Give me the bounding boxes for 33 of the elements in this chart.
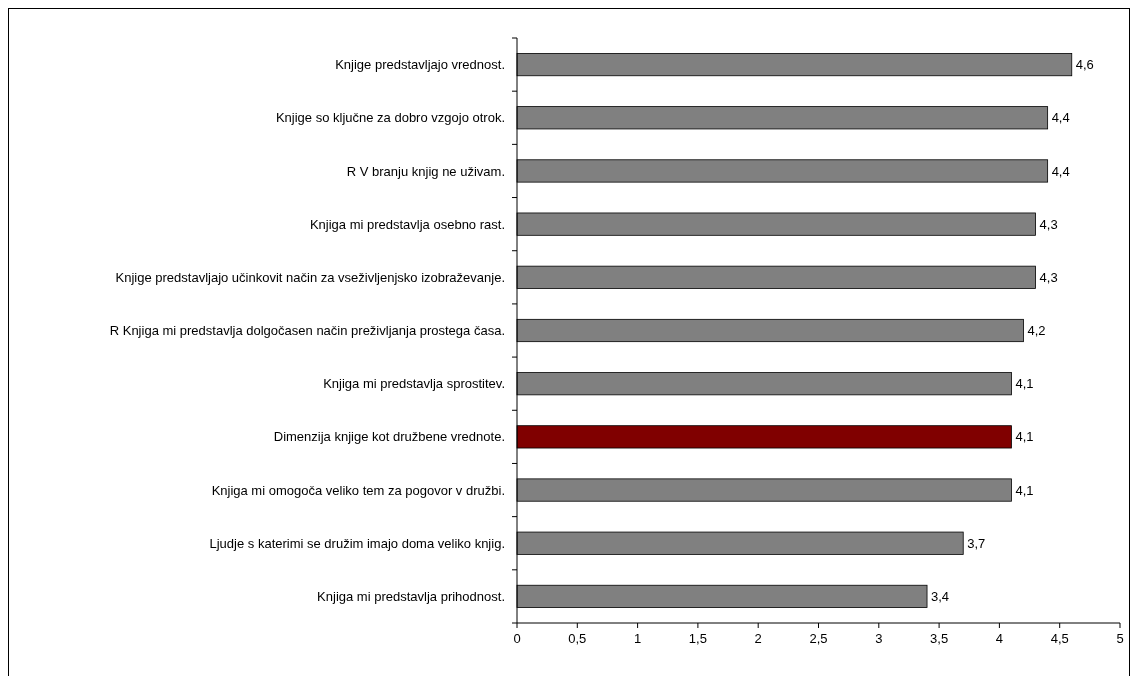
data-label: 4,3 [1039, 216, 1058, 232]
x-tick-label: 3,5 [930, 631, 949, 646]
x-tick-label: 2,5 [809, 631, 828, 646]
y-tick-label: Knjige so ključne za dobro vzgojo otrok. [275, 110, 505, 126]
y-tick-label: Knjiga mi predstavlja prihodnost. [317, 588, 505, 604]
x-tick-label: 3 [875, 631, 883, 646]
data-label: 4,1 [1015, 429, 1034, 445]
y-tick-label: Knjige predstavljajo učinkovit način za vseživljenjsko izobraževanje. [115, 269, 505, 285]
x-tick-label: 2 [754, 631, 762, 646]
y-tick-label: Dimenzija knjige kot družbene vrednote. [273, 429, 505, 445]
data-label: 4,4 [1051, 110, 1070, 126]
y-tick-label: Knjige predstavljajo vrednost. [335, 57, 505, 73]
x-tick-label: 0,5 [568, 631, 587, 646]
y-tick-label: Knjiga mi predstavlja osebno rast. [309, 216, 505, 232]
data-label: 3,7 [967, 535, 986, 551]
y-tick-label: Ljudje s katerimi se družim imajo doma veliko knjig. [209, 535, 505, 551]
x-tick-label: 4 [995, 631, 1004, 646]
x-tick-label: 1 [633, 631, 642, 646]
data-label: 3,4 [931, 588, 950, 604]
x-tick-label: 0 [513, 631, 521, 646]
data-label: 4,1 [1015, 482, 1034, 498]
y-tick-label: R Knjiga mi predstavlja dolgočasen način preživljanja prostega časa. [109, 323, 505, 339]
data-label: 4,3 [1039, 269, 1058, 285]
data-label: 4,1 [1015, 376, 1034, 392]
data-label: 4,2 [1027, 323, 1046, 339]
y-tick-label: Knjiga mi predstavlja sprostitev. [323, 376, 505, 392]
x-tick-label: 5 [1116, 631, 1124, 646]
y-tick-label: Knjiga mi omogoča veliko tem za pogovor v družbi. [211, 482, 505, 498]
data-label: 4,6 [1075, 57, 1094, 73]
y-tick-label: R V branju knjig ne uživam. [346, 163, 505, 179]
x-tick-label: 4,5 [1050, 631, 1069, 646]
data-label: 4,4 [1051, 163, 1070, 179]
x-tick-label: 1,5 [688, 631, 707, 646]
